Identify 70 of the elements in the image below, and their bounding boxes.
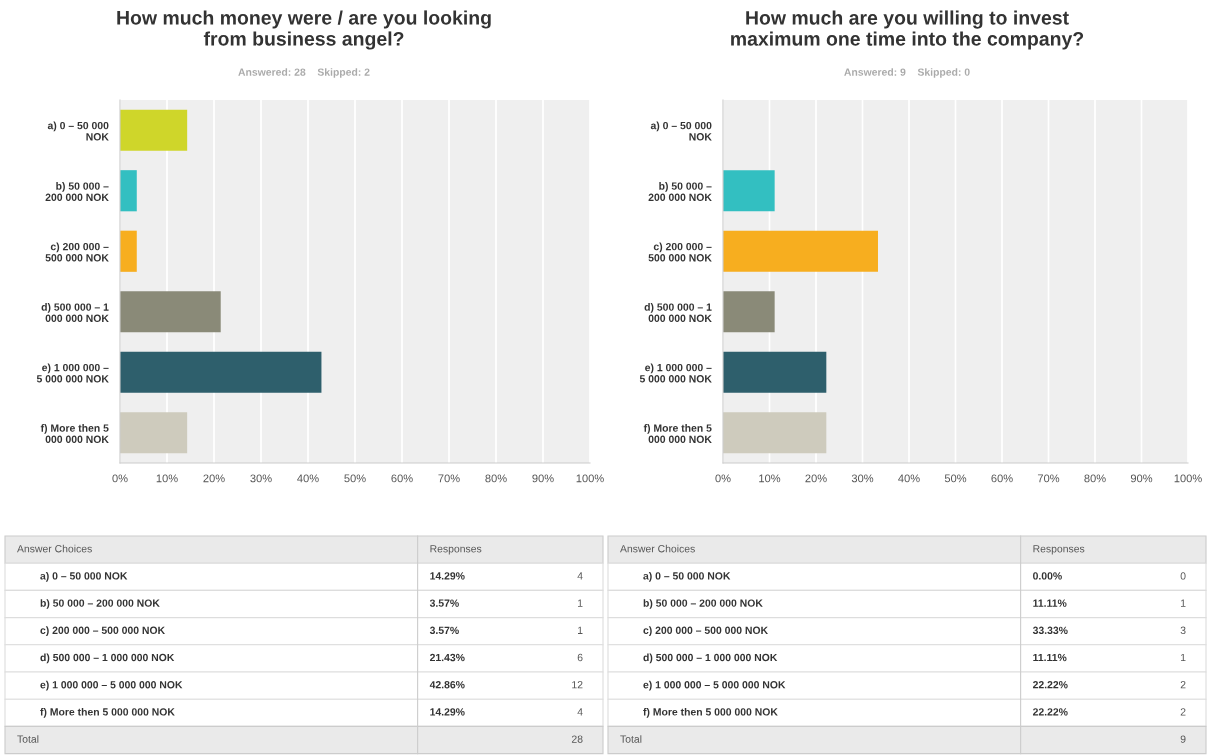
y-tick-label: a) 0 – 50 000 NOK bbox=[650, 121, 712, 141]
chart-title: How much are you willing to invest maximum one time into the company? bbox=[731, 10, 1084, 50]
x-tick-label: 10% bbox=[156, 474, 178, 483]
x-tick-label: 30% bbox=[851, 474, 874, 483]
text: 6 bbox=[577, 653, 583, 662]
x-tick-label: 0% bbox=[715, 474, 731, 483]
text: Total bbox=[17, 735, 39, 743]
y-tick-label: c) 200 000 – 500 000 NOK bbox=[648, 242, 712, 262]
text: 28 bbox=[571, 735, 583, 743]
x-tick-label: 90% bbox=[1130, 474, 1153, 483]
text: 21.43% bbox=[429, 653, 465, 662]
x-tick-label: 30% bbox=[250, 474, 272, 483]
x-tick-label: 0% bbox=[112, 474, 128, 483]
text: 3 bbox=[1180, 626, 1186, 634]
text: 11.11% bbox=[1033, 599, 1067, 607]
text: 1 bbox=[1181, 653, 1186, 662]
y-tick-label: e) 1 000 000 – 5 000 000 NOK bbox=[639, 363, 712, 383]
y-tick-label: d) 500 000 – 1 000 000 NOK bbox=[644, 303, 712, 322]
text: Answer Choices bbox=[17, 544, 92, 553]
text: 0 bbox=[1180, 572, 1186, 580]
text: 11.11% bbox=[1033, 653, 1067, 662]
y-tick-label: a) 0 – 50 000 NOK bbox=[47, 121, 109, 141]
text: 42.86% bbox=[429, 681, 465, 689]
text: 2 bbox=[1180, 708, 1186, 716]
chart-title: How much money were / are you looking from business angel? bbox=[117, 10, 491, 50]
text: Responses bbox=[430, 545, 482, 555]
y-tick-label: f) More then 5 000 000 NOK bbox=[40, 424, 109, 443]
text: Total bbox=[620, 735, 642, 743]
x-tick-label: 70% bbox=[1037, 474, 1060, 483]
text: 3.57% bbox=[429, 626, 459, 635]
x-tick-label: 60% bbox=[991, 474, 1013, 483]
x-tick-label: 10% bbox=[759, 474, 781, 483]
x-tick-label: 40% bbox=[297, 474, 319, 483]
y-tick-label: b) 50 000 – 200 000 NOK bbox=[45, 182, 109, 201]
x-tick-label: 70% bbox=[438, 474, 460, 483]
y-tick-label: b) 50 000 – 200 000 NOK bbox=[648, 182, 712, 201]
y-tick-label: e) 1 000 000 – 5 000 000 NOK bbox=[36, 363, 109, 383]
text: 12 bbox=[572, 681, 583, 689]
text: 2 bbox=[1180, 681, 1186, 689]
y-tick-label: f) More then 5 000 000 NOK bbox=[643, 424, 712, 443]
text: 1 bbox=[1181, 599, 1186, 607]
x-tick-label: 40% bbox=[898, 474, 920, 483]
text: 1 bbox=[578, 626, 583, 634]
x-tick-label: 100% bbox=[1174, 474, 1202, 483]
text: 22.22% bbox=[1032, 681, 1068, 689]
x-tick-label: 80% bbox=[485, 474, 507, 483]
x-tick-label: 20% bbox=[203, 474, 225, 483]
x-tick-label: 90% bbox=[532, 474, 554, 483]
text: 3.57% bbox=[429, 599, 459, 607]
text: 14.29% bbox=[430, 572, 465, 580]
x-tick-label: 50% bbox=[344, 474, 366, 483]
text: 4 bbox=[577, 708, 583, 716]
x-tick-label: 60% bbox=[391, 474, 413, 483]
chart-subtitle: Answered: 28 Skipped: 2 bbox=[238, 68, 370, 78]
text: 33.33% bbox=[1032, 626, 1068, 635]
text: 22.22% bbox=[1032, 708, 1068, 716]
text: 9 bbox=[1180, 735, 1186, 743]
x-tick-label: 100% bbox=[576, 474, 604, 483]
x-tick-label: 50% bbox=[944, 474, 967, 483]
text: Answer Choices bbox=[620, 544, 695, 553]
text: 4 bbox=[577, 572, 583, 580]
text: Responses bbox=[1033, 545, 1085, 555]
y-tick-label: c) 200 000 – 500 000 NOK bbox=[45, 242, 109, 262]
y-tick-label: d) 500 000 – 1 000 000 NOK bbox=[41, 303, 109, 322]
x-tick-label: 80% bbox=[1084, 474, 1106, 483]
chart-subtitle: Answered: 9 Skipped: 0 bbox=[844, 68, 970, 78]
text: 0.00% bbox=[1033, 572, 1062, 580]
x-tick-label: 20% bbox=[805, 474, 827, 483]
text: 14.29% bbox=[430, 708, 465, 716]
text: 1 bbox=[578, 599, 583, 607]
